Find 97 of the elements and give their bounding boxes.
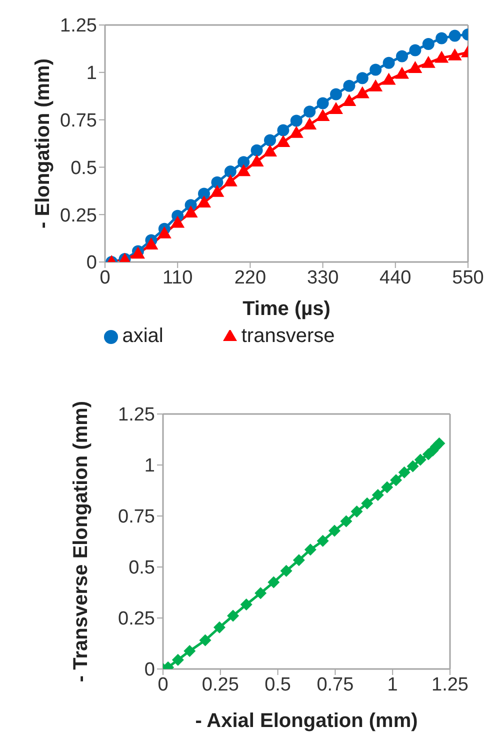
y-tick-label: 0.5 (70, 158, 97, 179)
x-tick-label: 550 (452, 267, 484, 288)
point (250, 144, 263, 156)
point (302, 118, 317, 130)
point (328, 524, 341, 537)
y-tick-label: 0.5 (128, 558, 155, 579)
point (448, 30, 461, 42)
point (421, 56, 436, 68)
point (184, 645, 196, 658)
point (342, 94, 356, 106)
point (304, 544, 316, 556)
point (263, 144, 277, 156)
point (276, 134, 290, 147)
y-tick-label: 0 (86, 252, 97, 274)
y-axis-title: - Transverse Elongation (mm) (70, 400, 92, 682)
y-tick-label: 0 (144, 660, 155, 681)
y-tick-label: 0.75 (60, 110, 97, 132)
point (436, 32, 448, 44)
point (355, 86, 370, 98)
point (236, 164, 251, 176)
point (361, 497, 374, 510)
point (264, 134, 276, 146)
x-tick-label: 1 (387, 674, 398, 696)
x-tick-label: 0 (100, 267, 110, 288)
point (368, 79, 383, 92)
point (390, 474, 402, 486)
point (406, 460, 419, 472)
x-tick-label: 330 (306, 267, 339, 288)
x-tick-label: 1.25 (432, 674, 468, 696)
point (223, 174, 238, 186)
x-axis-title: Time (µs) (242, 298, 330, 320)
point (316, 534, 329, 547)
y-tick-label: 0.25 (60, 205, 97, 226)
point (414, 454, 426, 466)
point (280, 564, 292, 577)
point (254, 587, 267, 600)
y-tick-label: 1.25 (118, 404, 155, 426)
point (372, 488, 384, 501)
x-tick-label: 440 (380, 267, 412, 288)
x-tick-label: 0.75 (316, 674, 354, 696)
y-tick-label: 1 (144, 456, 155, 477)
point (329, 102, 343, 114)
point (238, 156, 250, 168)
y-tick-label: 1 (86, 63, 97, 84)
point (292, 554, 305, 566)
point (409, 44, 422, 56)
point (198, 188, 210, 200)
point (268, 576, 280, 588)
point (277, 124, 290, 136)
point (396, 50, 408, 62)
point (184, 206, 198, 218)
y-axis-title: - Elongation (mm) (32, 58, 54, 228)
legend-label: axial (122, 325, 164, 347)
point (224, 166, 236, 178)
point (381, 481, 394, 494)
point (250, 154, 264, 167)
point (316, 97, 329, 110)
x-tick-label: 220 (234, 267, 266, 288)
x-tick-label: 110 (162, 267, 193, 288)
point (211, 176, 224, 188)
point (316, 109, 330, 122)
legend-label: transverse (241, 325, 335, 347)
point (448, 48, 462, 60)
point (289, 126, 304, 138)
point (340, 515, 352, 528)
point (199, 634, 212, 646)
point (197, 195, 211, 208)
point (227, 610, 240, 622)
point (343, 80, 356, 92)
point (422, 38, 434, 50)
x-tick-label: 0.25 (202, 674, 239, 696)
y-tick-label: 0.75 (118, 506, 155, 528)
point (370, 64, 382, 76)
point (350, 506, 363, 518)
point (433, 437, 446, 450)
point (213, 621, 226, 634)
point (210, 184, 224, 197)
point (304, 106, 316, 118)
y-tick-label: 0.25 (118, 608, 155, 630)
point (408, 61, 422, 74)
point (240, 598, 252, 611)
y-tick-label: 1.25 (60, 16, 97, 37)
point (290, 114, 302, 127)
x-tick-label: 0.5 (264, 674, 292, 696)
point (144, 238, 158, 250)
point (157, 226, 172, 238)
point (356, 72, 368, 84)
point (382, 56, 395, 69)
point (398, 466, 410, 478)
point (172, 654, 184, 666)
point (170, 216, 185, 228)
x-tick-label: 0 (158, 674, 168, 696)
point (434, 50, 449, 63)
point (382, 72, 396, 85)
point (330, 88, 342, 100)
x-axis-title: - Axial Elongation (mm) (195, 710, 418, 732)
point (395, 66, 409, 79)
